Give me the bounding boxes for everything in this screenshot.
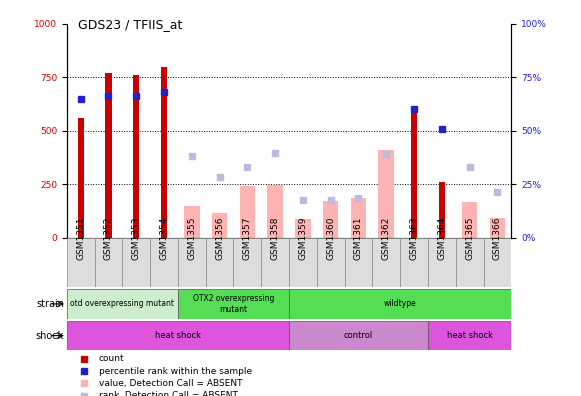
Bar [78, 118, 84, 238]
Text: value, Detection Call = ABSENT: value, Detection Call = ABSENT [99, 379, 242, 388]
Text: otd overexpressing mutant: otd overexpressing mutant [70, 299, 174, 308]
Bar [234, 238, 261, 287]
Text: heat shock: heat shock [447, 331, 493, 340]
Bar [351, 198, 366, 238]
Text: GSM1356: GSM1356 [215, 216, 224, 260]
Bar [439, 182, 445, 238]
Text: percentile rank within the sample: percentile rank within the sample [99, 367, 252, 376]
Text: GSM1357: GSM1357 [243, 216, 252, 260]
Bar [289, 289, 511, 319]
Text: GSM1360: GSM1360 [326, 216, 335, 260]
Text: GSM1361: GSM1361 [354, 216, 363, 260]
Bar [67, 238, 95, 287]
Text: control: control [344, 331, 373, 340]
Bar [456, 238, 483, 287]
Bar [95, 238, 123, 287]
Bar [317, 238, 345, 287]
Bar [184, 206, 200, 238]
Bar [400, 238, 428, 287]
Bar [161, 67, 167, 238]
Text: strain: strain [36, 299, 64, 309]
Text: count: count [99, 354, 124, 364]
Text: heat shock: heat shock [155, 331, 201, 340]
Text: GSM1366: GSM1366 [493, 216, 502, 260]
Text: wildtype: wildtype [384, 299, 417, 308]
Bar [239, 186, 255, 238]
Bar [345, 238, 372, 287]
Bar [490, 218, 505, 238]
Bar [289, 321, 428, 350]
Bar [295, 219, 311, 238]
Text: GSM1353: GSM1353 [132, 216, 141, 260]
Text: OTX2 overexpressing
mutant: OTX2 overexpressing mutant [193, 294, 274, 314]
Text: shock: shock [35, 331, 64, 341]
Bar [261, 238, 289, 287]
Bar [178, 289, 289, 319]
Bar [428, 238, 456, 287]
Bar [206, 238, 234, 287]
Bar [267, 185, 283, 238]
Text: GSM1363: GSM1363 [410, 216, 418, 260]
Bar [372, 238, 400, 287]
Bar [123, 238, 150, 287]
Bar [462, 202, 478, 238]
Text: GSM1352: GSM1352 [104, 217, 113, 260]
Text: GSM1362: GSM1362 [382, 217, 391, 260]
Bar [483, 238, 511, 287]
Text: GSM1365: GSM1365 [465, 216, 474, 260]
Text: GSM1351: GSM1351 [76, 216, 85, 260]
Bar [378, 150, 394, 238]
Text: GDS23 / TFIIS_at: GDS23 / TFIIS_at [78, 18, 183, 31]
Bar [67, 289, 178, 319]
Bar [212, 213, 227, 238]
Text: rank, Detection Call = ABSENT: rank, Detection Call = ABSENT [99, 391, 238, 396]
Bar [105, 73, 112, 238]
Text: GSM1359: GSM1359 [299, 216, 307, 260]
Text: GSM1358: GSM1358 [271, 216, 279, 260]
Bar [323, 201, 339, 238]
Bar [67, 321, 289, 350]
Bar [133, 75, 139, 238]
Bar [428, 321, 511, 350]
Text: GSM1354: GSM1354 [160, 217, 168, 260]
Bar [411, 107, 417, 238]
Bar [289, 238, 317, 287]
Text: GSM1355: GSM1355 [187, 216, 196, 260]
Bar [150, 238, 178, 287]
Bar [178, 238, 206, 287]
Text: GSM1364: GSM1364 [437, 217, 446, 260]
